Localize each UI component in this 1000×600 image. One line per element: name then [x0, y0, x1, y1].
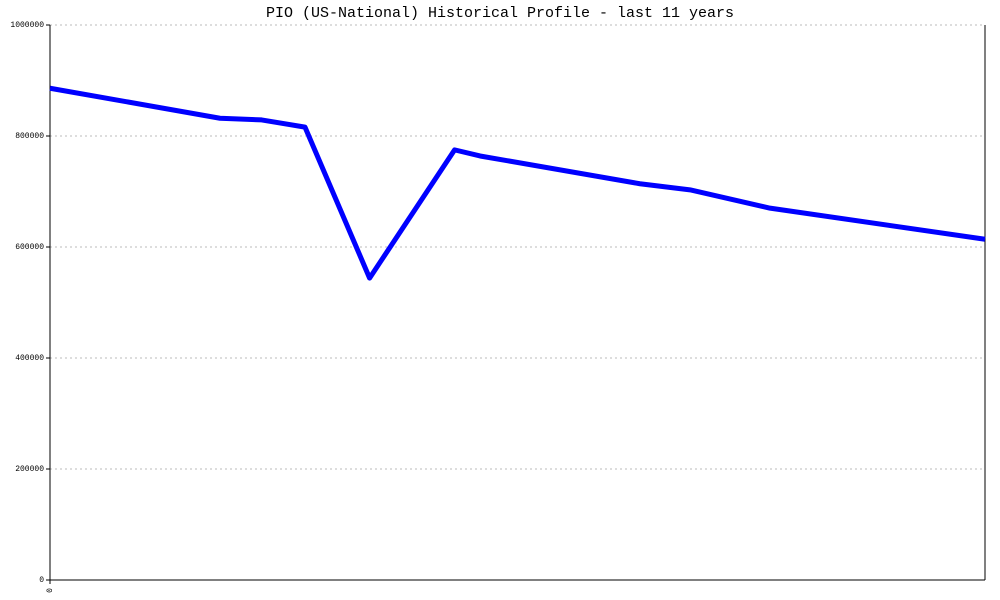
- y-tick-label: 600000: [15, 243, 44, 252]
- y-tick-label: 1000000: [10, 21, 44, 30]
- x-tick-label: 0: [46, 588, 55, 593]
- line-series: [49, 85, 986, 281]
- y-tick-label: 400000: [15, 354, 44, 363]
- chart-title: PIO (US-National) Historical Profile - l…: [266, 5, 734, 22]
- y-tick-label: 800000: [15, 132, 44, 141]
- y-tick-label: 200000: [15, 465, 44, 474]
- y-tick-label: 0: [39, 576, 44, 585]
